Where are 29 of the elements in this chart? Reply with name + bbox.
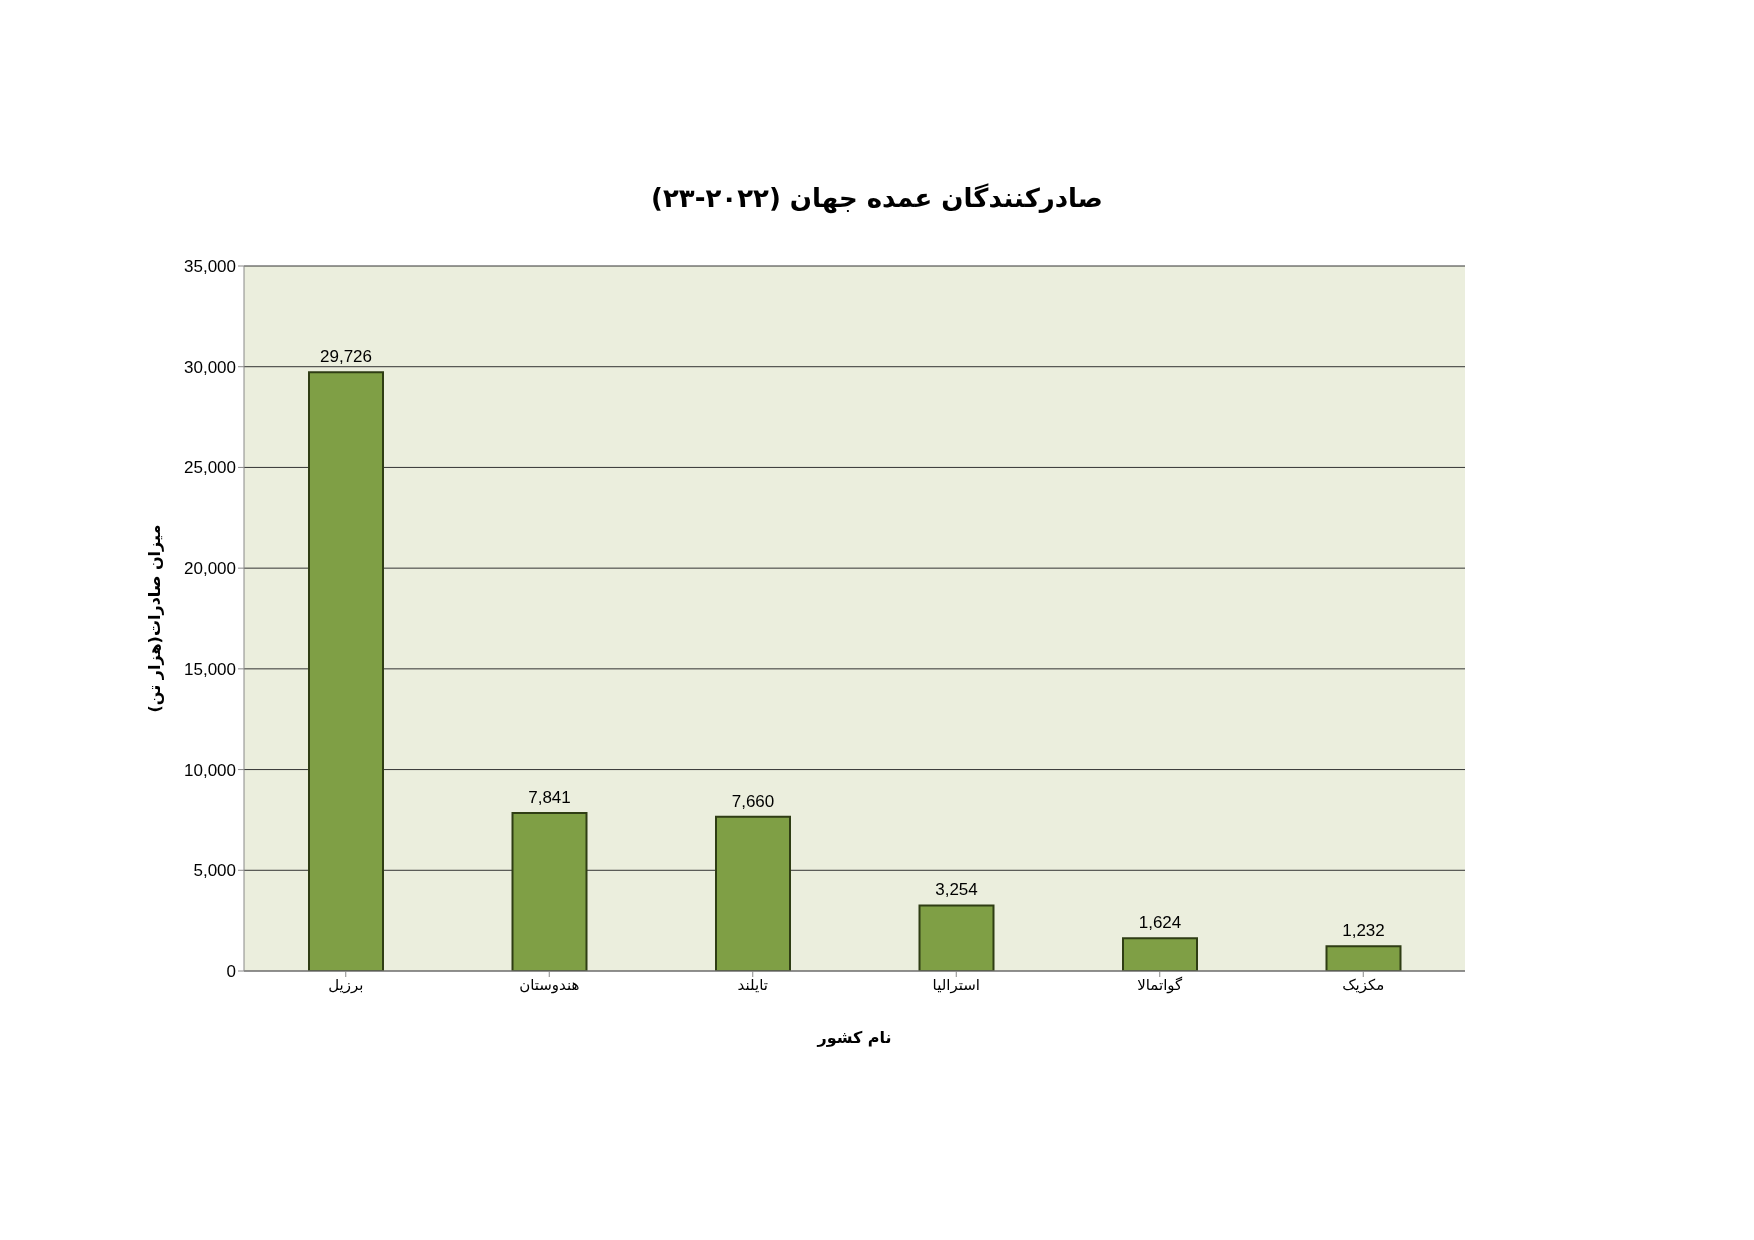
x-tick-label: هندوستان	[519, 975, 580, 994]
data-label: 7,660	[731, 791, 775, 811]
y-tick-label: 15,000	[184, 659, 236, 679]
x-tick-label: تایلند	[737, 975, 768, 994]
bar	[715, 815, 791, 971]
y-tick-label: 20,000	[184, 559, 236, 579]
data-label: 1,624	[1138, 913, 1182, 933]
y-axis-title: میزان صادرات(هزار تن)	[144, 524, 164, 713]
x-tick-label: مکزیک	[1342, 975, 1385, 994]
x-axis-title: نام کشور	[816, 1028, 892, 1047]
y-tick-label: 30,000	[184, 357, 236, 377]
data-label: 7,841	[528, 788, 571, 808]
y-tick-label: 10,000	[184, 760, 236, 780]
y-tick-label: 35,000	[184, 257, 236, 277]
x-tick-label: برزیل	[328, 975, 364, 994]
bar	[1325, 945, 1402, 971]
y-tick-label: 25,000	[184, 458, 236, 478]
bar	[1122, 937, 1198, 971]
y-tick-label: 0	[226, 962, 236, 982]
bar	[918, 904, 995, 971]
x-tick-label: گواتمالا	[1137, 975, 1184, 994]
y-tick-label: 5,000	[193, 861, 236, 881]
chart-title: صادرکنندگان عمده جهان (۲۰۲۲-۲۳)	[650, 183, 1104, 213]
bar	[308, 371, 384, 971]
data-label: 29,726	[320, 347, 372, 367]
x-tick-label: استرالیا	[932, 975, 980, 994]
bar	[511, 812, 588, 971]
data-label: 3,254	[935, 880, 978, 900]
data-label: 1,232	[1342, 921, 1385, 941]
